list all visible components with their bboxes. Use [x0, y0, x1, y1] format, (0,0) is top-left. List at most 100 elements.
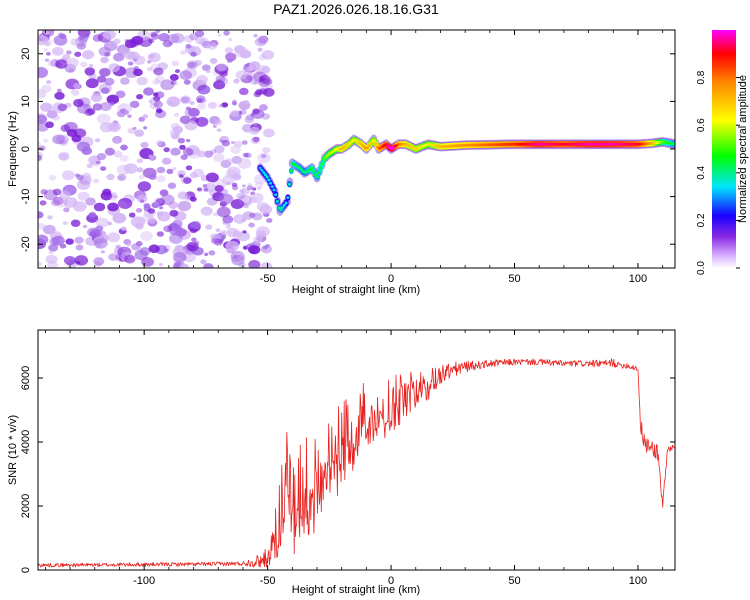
noise-blob — [85, 78, 99, 89]
noise-blob — [80, 61, 88, 68]
noise-blob — [98, 83, 112, 94]
noise-blob — [107, 202, 119, 212]
noise-blob — [256, 226, 270, 237]
noise-blob — [258, 54, 267, 61]
noise-blob — [124, 39, 137, 49]
noise-blob — [140, 141, 149, 149]
noise-blob — [62, 221, 68, 226]
noise-blob — [107, 232, 121, 243]
noise-blob — [133, 66, 139, 70]
noise-blob — [135, 208, 141, 213]
noise-blob — [195, 116, 209, 127]
noise-blob — [53, 196, 68, 208]
noise-blob — [48, 244, 59, 252]
noise-blob — [156, 211, 164, 217]
noise-blob — [207, 42, 217, 50]
noise-blob — [138, 116, 146, 122]
noise-blob — [47, 260, 59, 268]
noise-blob — [203, 263, 214, 268]
noise-blob — [52, 134, 65, 145]
noise-blob — [180, 50, 187, 55]
noise-blob — [52, 188, 62, 196]
noise-blob — [86, 177, 92, 182]
noise-blob — [59, 33, 67, 39]
noise-blob — [90, 93, 103, 103]
noise-blob — [183, 35, 194, 43]
noise-blob — [235, 70, 248, 80]
noise-blob — [118, 201, 128, 208]
noise-blob — [95, 217, 109, 228]
ridge-core — [313, 173, 318, 177]
noise-blob — [216, 128, 222, 132]
noise-blob — [100, 166, 107, 171]
noise-blob — [96, 152, 107, 161]
noise-blob — [246, 185, 254, 191]
noise-blob — [93, 202, 106, 212]
noise-blob — [148, 244, 160, 254]
x-tick-label: 50 — [508, 273, 520, 285]
noise-blob — [140, 231, 153, 241]
noise-blob — [172, 262, 186, 268]
noise-blob — [63, 207, 70, 213]
noise-blob — [224, 158, 234, 166]
noise-blob — [247, 65, 255, 72]
noise-blob — [96, 113, 111, 125]
noise-blob — [65, 238, 74, 245]
colorbar-label: Normalized spectral amplitude — [737, 75, 749, 223]
noise-blob — [58, 190, 71, 200]
noise-blob — [71, 134, 82, 143]
noise-blob — [139, 247, 151, 256]
noise-blob — [150, 33, 160, 40]
noise-blob — [171, 80, 179, 86]
noise-blob — [221, 102, 229, 108]
ridge-core — [369, 141, 373, 145]
ridge-core — [312, 169, 316, 173]
noise-blob — [224, 47, 234, 54]
ridge-core — [372, 139, 376, 142]
x-tick-label: 0 — [388, 273, 394, 285]
noise-blob — [133, 68, 143, 77]
noise-blob — [261, 50, 275, 60]
noise-blob — [226, 58, 233, 64]
noise-blob — [238, 194, 252, 206]
y-tick-label: 0 — [20, 146, 32, 152]
noise-blob — [135, 241, 143, 247]
noise-blob — [120, 77, 130, 85]
noise-blob — [143, 126, 148, 130]
noise-blob — [210, 237, 219, 245]
noise-blob — [136, 158, 144, 164]
noise-blob — [186, 144, 200, 156]
noise-blob — [230, 110, 240, 118]
noise-blob — [237, 158, 252, 169]
noise-blob — [57, 88, 62, 93]
noise-blob — [54, 91, 65, 100]
noise-blob — [241, 184, 246, 188]
noise-blob — [82, 224, 88, 229]
noise-blob — [115, 90, 126, 99]
snr-series-line — [38, 358, 675, 568]
noise-blob — [38, 35, 49, 46]
noise-blob — [248, 259, 261, 268]
noise-blob — [173, 252, 187, 263]
noise-blob — [117, 103, 132, 115]
noise-blob — [195, 95, 206, 103]
noise-blob — [119, 154, 129, 163]
noise-blob — [152, 78, 161, 85]
noise-blob — [252, 108, 260, 115]
noise-blob — [172, 125, 184, 134]
noise-blob — [76, 179, 91, 190]
noise-blob — [100, 87, 110, 94]
noise-blob — [94, 138, 101, 143]
noise-blob — [76, 141, 91, 152]
noise-blob — [214, 119, 223, 126]
noise-blob — [254, 37, 267, 47]
noise-blob — [189, 196, 197, 202]
noise-blob — [142, 114, 149, 119]
ridge-core — [374, 142, 378, 146]
noise-blob — [63, 255, 76, 266]
noise-blob — [218, 77, 229, 85]
noise-blob — [128, 212, 136, 218]
noise-blob — [251, 212, 263, 221]
noise-blob — [260, 261, 273, 268]
noise-blob — [261, 65, 271, 73]
